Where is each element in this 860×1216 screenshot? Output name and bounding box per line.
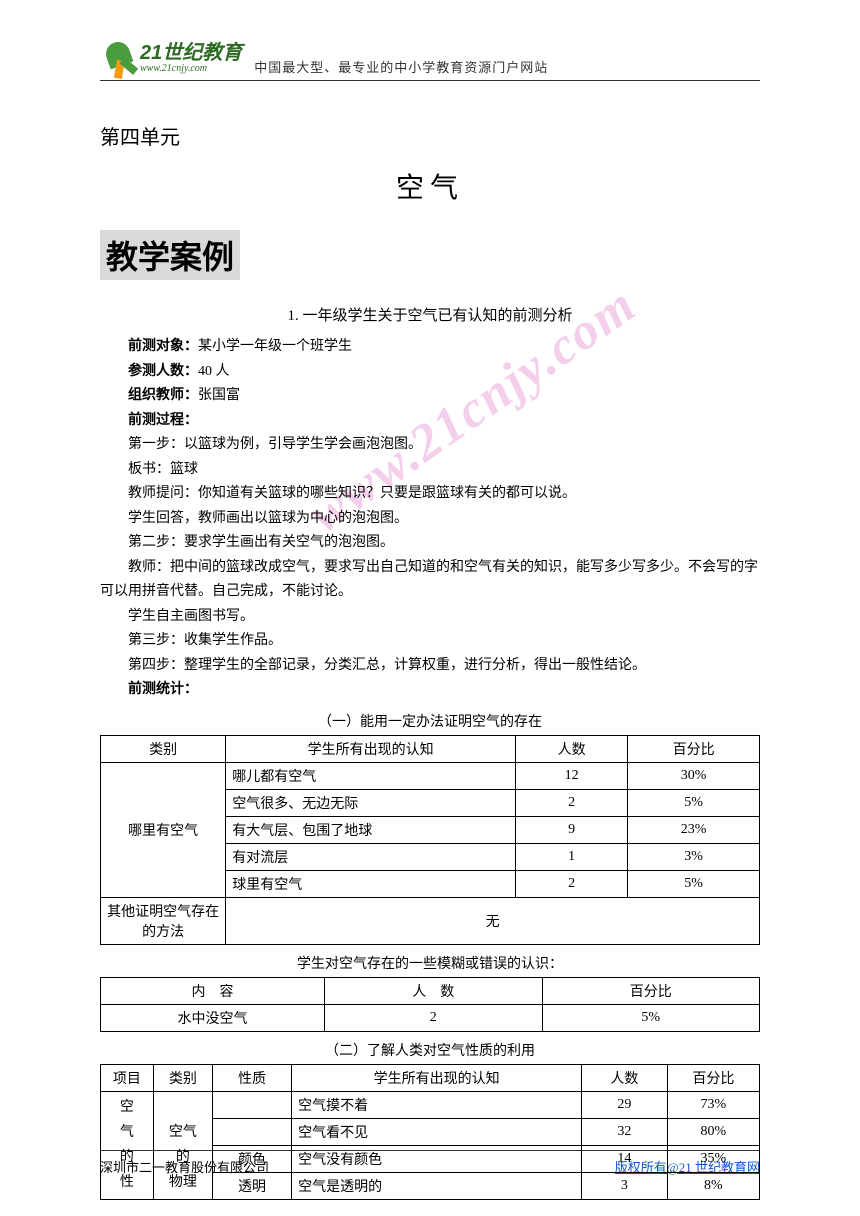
table-cell: 哪儿都有空气 xyxy=(226,762,516,789)
value-target: 某小学一年级一个班学生 xyxy=(198,339,352,354)
table-cell: 透明 xyxy=(213,1172,292,1199)
table2-header: 人 数 xyxy=(325,977,542,1004)
label-target: 前测对象： xyxy=(128,339,198,354)
runner-icon xyxy=(100,40,136,76)
table-cell: 空气很多、无边无际 xyxy=(226,789,516,816)
table-cell: 2 xyxy=(516,870,628,897)
table3-col1: 空气的性 xyxy=(101,1091,154,1199)
table-cell: 空气没有颜色 xyxy=(292,1145,582,1172)
table-cell xyxy=(213,1091,292,1118)
table1-category: 哪里有空气 xyxy=(101,762,226,897)
table-cell: 2 xyxy=(325,1004,542,1031)
table2: 内 容 人 数 百分比 水中没空气 2 5% xyxy=(100,977,760,1032)
label-teacher: 组织教师： xyxy=(128,388,198,403)
table1-header: 百分比 xyxy=(628,735,760,762)
logo-title: 21世纪教育 xyxy=(140,43,242,63)
table1-category2: 其他证明空气存在的方法 xyxy=(101,897,226,944)
label-stats: 前测统计： xyxy=(128,682,198,697)
table-cell: 空气是透明的 xyxy=(292,1172,582,1199)
table-cell: 30% xyxy=(628,762,760,789)
table-cell: 球里有空气 xyxy=(226,870,516,897)
subsection-title: 1. 一年级学生关于空气已有认知的前测分析 xyxy=(100,304,760,325)
table-cell: 14 xyxy=(582,1145,668,1172)
table2-header: 内 容 xyxy=(101,977,325,1004)
process-line: 第四步：整理学生的全部记录，分类汇总，计算权重，进行分析，得出一般性结论。 xyxy=(100,654,760,679)
table1-header: 人数 xyxy=(516,735,628,762)
table-cell: 有对流层 xyxy=(226,843,516,870)
table-cell: 23% xyxy=(628,816,760,843)
table3-header: 类别 xyxy=(153,1064,212,1091)
table-cell: 35% xyxy=(667,1145,759,1172)
process-line: 第三步：收集学生作品。 xyxy=(100,629,760,654)
table1: 类别 学生所有出现的认知 人数 百分比 哪里有空气 哪儿都有空气 12 30% … xyxy=(100,735,760,945)
table-cell: 3% xyxy=(628,843,760,870)
table-cell: 5% xyxy=(628,789,760,816)
table1-caption: （一）能用一定办法证明空气的存在 xyxy=(100,711,760,731)
section-title: 教学案例 xyxy=(100,230,240,280)
table-cell: 8% xyxy=(667,1172,759,1199)
table3-header: 项目 xyxy=(101,1064,154,1091)
process-line: 第二步：要求学生画出有关空气的泡泡图。 xyxy=(100,531,760,556)
table1-header: 学生所有出现的认知 xyxy=(226,735,516,762)
table-cell: 73% xyxy=(667,1091,759,1118)
table3: 项目 类别 性质 学生所有出现的认知 人数 百分比 空气的性 空气的物理 空气摸… xyxy=(100,1064,760,1200)
label-process: 前测过程： xyxy=(128,413,198,428)
logo: 21世纪教育 www.21cnjy.com xyxy=(100,40,242,76)
label-count: 参测人数： xyxy=(128,364,198,379)
table2-header: 百分比 xyxy=(542,977,759,1004)
process-line: 教师提问：你知道有关篮球的哪些知识？只要是跟篮球有关的都可以说。 xyxy=(100,482,760,507)
table3-header: 人数 xyxy=(582,1064,668,1091)
table2-caption: 学生对空气存在的一些模糊或错误的认识： xyxy=(100,953,760,973)
table-cell: 5% xyxy=(542,1004,759,1031)
table-cell: 无 xyxy=(226,897,760,944)
value-teacher: 张国富 xyxy=(198,388,240,403)
body-text: 前测对象：某小学一年级一个班学生 参测人数：40 人 组织教师：张国富 前测过程… xyxy=(100,335,760,703)
table1-header: 类别 xyxy=(101,735,226,762)
table3-col2: 空气的物理 xyxy=(153,1091,212,1199)
table-cell: 颜色 xyxy=(213,1145,292,1172)
process-line: 第一步：以篮球为例，引导学生学会画泡泡图。 xyxy=(100,433,760,458)
table3-caption: （二）了解人类对空气性质的利用 xyxy=(100,1040,760,1060)
process-line: 学生回答，教师画出以篮球为中心的泡泡图。 xyxy=(100,507,760,532)
table-cell: 1 xyxy=(516,843,628,870)
unit-label: 第四单元 xyxy=(100,121,760,150)
table-cell: 有大气层、包围了地球 xyxy=(226,816,516,843)
table-cell: 32 xyxy=(582,1118,668,1145)
header-tagline: 中国最大型、最专业的中小学教育资源门户网站 xyxy=(254,57,548,76)
logo-url: www.21cnjy.com xyxy=(140,63,242,74)
table-cell: 12 xyxy=(516,762,628,789)
table3-header: 学生所有出现的认知 xyxy=(292,1064,582,1091)
process-line: 板书：篮球 xyxy=(100,458,760,483)
table-cell: 水中没空气 xyxy=(101,1004,325,1031)
table-cell: 3 xyxy=(582,1172,668,1199)
table-cell xyxy=(213,1118,292,1145)
table-cell: 9 xyxy=(516,816,628,843)
table-cell: 29 xyxy=(582,1091,668,1118)
table-cell: 空气看不见 xyxy=(292,1118,582,1145)
page-header: 21世纪教育 www.21cnjy.com 中国最大型、最专业的中小学教育资源门… xyxy=(100,40,760,81)
main-title: 空气 xyxy=(100,166,760,206)
table-cell: 5% xyxy=(628,870,760,897)
table-cell: 2 xyxy=(516,789,628,816)
table3-header: 百分比 xyxy=(667,1064,759,1091)
table-cell: 80% xyxy=(667,1118,759,1145)
table-cell: 空气摸不着 xyxy=(292,1091,582,1118)
process-line: 学生自主画图书写。 xyxy=(100,605,760,630)
table3-header: 性质 xyxy=(213,1064,292,1091)
value-count: 40 人 xyxy=(198,364,230,379)
process-line: 教师：把中间的篮球改成空气，要求写出自己知道的和空气有关的知识，能写多少写多少。… xyxy=(72,556,760,605)
